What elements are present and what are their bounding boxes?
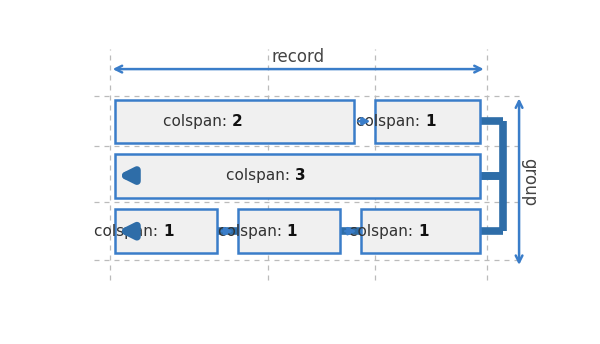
Text: 1: 1 [425, 114, 436, 129]
Text: 1: 1 [287, 224, 297, 239]
Text: 3: 3 [295, 168, 305, 183]
Text: 1: 1 [418, 224, 428, 239]
Text: colspan:: colspan: [226, 168, 295, 183]
FancyBboxPatch shape [375, 99, 479, 143]
Text: 1: 1 [163, 224, 174, 239]
Text: colspan:: colspan: [218, 224, 287, 239]
FancyBboxPatch shape [238, 209, 340, 253]
FancyBboxPatch shape [361, 209, 479, 253]
Text: 2: 2 [232, 114, 242, 129]
Text: record: record [272, 48, 325, 66]
Text: group: group [520, 158, 538, 206]
FancyBboxPatch shape [115, 99, 354, 143]
FancyBboxPatch shape [115, 154, 479, 197]
Text: colspan:: colspan: [356, 114, 425, 129]
Text: colspan:: colspan: [94, 224, 163, 239]
Text: colspan:: colspan: [163, 114, 232, 129]
Text: colspan:: colspan: [349, 224, 418, 239]
FancyBboxPatch shape [115, 209, 217, 253]
